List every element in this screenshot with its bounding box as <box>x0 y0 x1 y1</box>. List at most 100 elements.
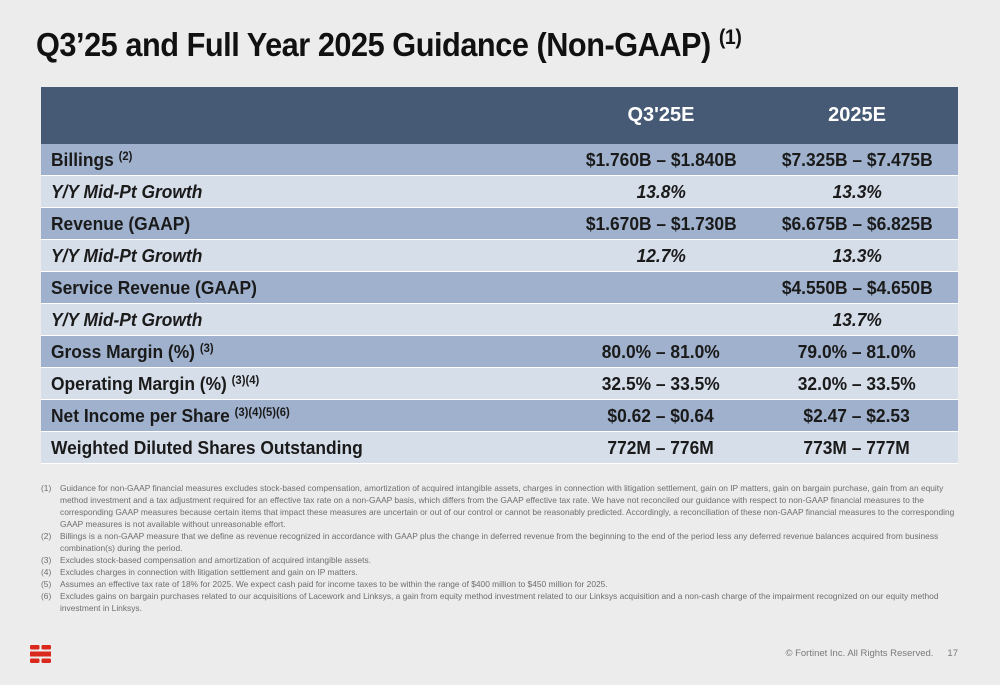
q3-value-text: 80.0% – 81.0% <box>602 340 720 362</box>
footnote-number: (5) <box>41 579 52 589</box>
fy-value-text: $4.550B – $4.650B <box>781 276 933 298</box>
fortinet-logo-icon <box>30 645 51 663</box>
fy-value: $4.550B – $4.650B <box>756 271 958 304</box>
fy-value-text: $2.47 – $2.53 <box>803 404 911 426</box>
fy-value: 32.0% – 33.5% <box>756 367 958 400</box>
q3-value: 772M – 776M <box>566 431 756 464</box>
fy-value-text: 13.7% <box>832 308 882 330</box>
fy-value-text: 773M – 777M <box>803 436 911 458</box>
row-label: Net Income per Share (3)(4)(5)(6) <box>41 399 566 432</box>
footnote-4: (4) Excludes charges in connection with l… <box>41 566 971 578</box>
row-label-text: Y/Y Mid-Pt Growth <box>51 244 203 266</box>
row-footnote-ref: (3)(4) <box>231 372 260 387</box>
row-footnote-ref: (3) <box>199 340 214 355</box>
fy-value: 773M – 777M <box>756 431 958 464</box>
fy-value-text: 79.0% – 81.0% <box>798 340 916 362</box>
row-label: Y/Y Mid-Pt Growth <box>41 239 566 272</box>
row-label: Weighted Diluted Shares Outstanding <box>41 431 566 464</box>
fy-value-text: 13.3% <box>832 180 882 202</box>
q3-value: $0.62 – $0.64 <box>566 399 756 432</box>
row-label: Billings (2) <box>41 144 566 176</box>
footnote-2: (2) Billings is a non-GAAP measure that w… <box>41 530 971 554</box>
footnote-number: (6) <box>41 591 52 601</box>
q3-value-text: 32.5% – 33.5% <box>602 372 720 394</box>
row-label: Y/Y Mid-Pt Growth <box>41 175 566 208</box>
row-label-text: Weighted Diluted Shares Outstanding <box>51 436 363 458</box>
footnote-5: (5) Assumes an effective tax rate of 18% … <box>41 578 971 590</box>
q3-value-text: 12.7% <box>636 244 686 266</box>
q3-value: 13.8% <box>566 175 756 208</box>
q3-value-text: 13.8% <box>636 180 686 202</box>
q3-value-text: $1.670B – $1.730B <box>585 212 737 234</box>
table-row-net-income-per-share: Net Income per Share (3)(4)(5)(6) $0.62 … <box>41 399 958 432</box>
row-label: Revenue (GAAP) <box>41 207 566 240</box>
footnote-number: (1) <box>41 483 52 493</box>
table-row-service-revenue-growth: Y/Y Mid-Pt Growth 13.7% <box>41 303 958 336</box>
table-row-gross-margin: Gross Margin (%) (3) 80.0% – 81.0% 79.0%… <box>41 335 958 368</box>
table-row-revenue: Revenue (GAAP) $1.670B – $1.730B $6.675B… <box>41 207 958 240</box>
footnote-text: Excludes stock-based compensation and am… <box>60 555 371 565</box>
q3-value: 32.5% – 33.5% <box>566 367 756 400</box>
q3-value: 80.0% – 81.0% <box>566 335 756 368</box>
footnote-number: (3) <box>41 555 52 565</box>
footer: © Fortinet Inc. All Rights Reserved. 17 <box>785 648 958 659</box>
row-label-text: Operating Margin (%) <box>51 372 227 394</box>
row-label: Service Revenue (GAAP) <box>41 271 566 304</box>
row-label: Gross Margin (%) (3) <box>41 335 566 368</box>
row-label-text: Billings <box>51 148 114 170</box>
page-title-footnote-ref: (1) <box>718 26 742 49</box>
row-label: Operating Margin (%) (3)(4) <box>41 367 566 400</box>
footnote-number: (4) <box>41 567 52 577</box>
fy-value: 13.3% <box>756 175 958 208</box>
q3-value: 12.7% <box>566 239 756 272</box>
footnote-1: (1) Guidance for non-GAAP financial measu… <box>41 482 971 530</box>
table-row-billings: Billings (2) $1.760B – $1.840B $7.325B –… <box>41 144 958 176</box>
row-label-text: Service Revenue (GAAP) <box>51 276 257 298</box>
row-label-text: Y/Y Mid-Pt Growth <box>51 308 203 330</box>
fy-value-text: $6.675B – $6.825B <box>781 212 933 234</box>
footnotes: (1) Guidance for non-GAAP financial measu… <box>41 482 971 614</box>
fy-value: 13.3% <box>756 239 958 272</box>
fy-value-text: $7.325B – $7.475B <box>781 148 933 170</box>
footnote-number: (2) <box>41 531 52 541</box>
row-label-text: Net Income per Share <box>51 404 230 426</box>
q3-value: $1.670B – $1.730B <box>566 207 756 240</box>
table-row-operating-margin: Operating Margin (%) (3)(4) 32.5% – 33.5… <box>41 367 958 400</box>
fy-value: $2.47 – $2.53 <box>756 399 958 432</box>
footnote-text: Guidance for non-GAAP financial measures… <box>60 483 955 529</box>
row-footnote-ref: (3)(4)(5)(6) <box>234 404 290 419</box>
footnote-text: Assumes an effective tax rate of 18% for… <box>60 579 608 589</box>
header-metric <box>41 87 566 144</box>
header-2025e: 2025E <box>756 87 958 144</box>
fy-value: $7.325B – $7.475B <box>756 144 958 176</box>
q3-value <box>566 271 756 304</box>
table-row-billings-growth: Y/Y Mid-Pt Growth 13.8% 13.3% <box>41 175 958 208</box>
fy-value: 13.7% <box>756 303 958 336</box>
q3-value-text: $1.760B – $1.840B <box>585 148 737 170</box>
page-number: 17 <box>947 648 958 659</box>
table-header-row: Q3'25E 2025E <box>41 87 958 144</box>
header-q3-25e: Q3'25E <box>566 87 756 144</box>
fy-value: 79.0% – 81.0% <box>756 335 958 368</box>
table-row-revenue-growth: Y/Y Mid-Pt Growth 12.7% 13.3% <box>41 239 958 272</box>
q3-value-text: 772M – 776M <box>607 436 715 458</box>
fy-value: $6.675B – $6.825B <box>756 207 958 240</box>
footnote-text: Excludes gains on bargain purchases rela… <box>60 591 939 613</box>
row-label-text: Y/Y Mid-Pt Growth <box>51 180 203 202</box>
guidance-table: Q3'25E 2025E Billings (2) $1.760B – $1.8… <box>41 87 958 464</box>
fy-value-text: 13.3% <box>832 244 882 266</box>
footnote-3: (3) Excludes stock-based compensation and… <box>41 554 971 566</box>
footnote-text: Excludes charges in connection with liti… <box>60 567 358 577</box>
table-row-diluted-shares: Weighted Diluted Shares Outstanding 772M… <box>41 431 958 464</box>
page-title-text: Q3’25 and Full Year 2025 Guidance (Non-G… <box>36 26 711 63</box>
table-row-service-revenue: Service Revenue (GAAP) $4.550B – $4.650B <box>41 271 958 304</box>
row-label-text: Gross Margin (%) <box>51 340 195 362</box>
footnote-6: (6) Excludes gains on bargain purchases r… <box>41 590 971 614</box>
q3-value: $1.760B – $1.840B <box>566 144 756 176</box>
row-label-text: Revenue (GAAP) <box>51 212 191 234</box>
page-title: Q3’25 and Full Year 2025 Guidance (Non-G… <box>36 26 742 64</box>
fy-value-text: 32.0% – 33.5% <box>798 372 916 394</box>
copyright-text: © Fortinet Inc. All Rights Reserved. <box>785 648 934 659</box>
q3-value <box>566 303 756 336</box>
row-label: Y/Y Mid-Pt Growth <box>41 303 566 336</box>
